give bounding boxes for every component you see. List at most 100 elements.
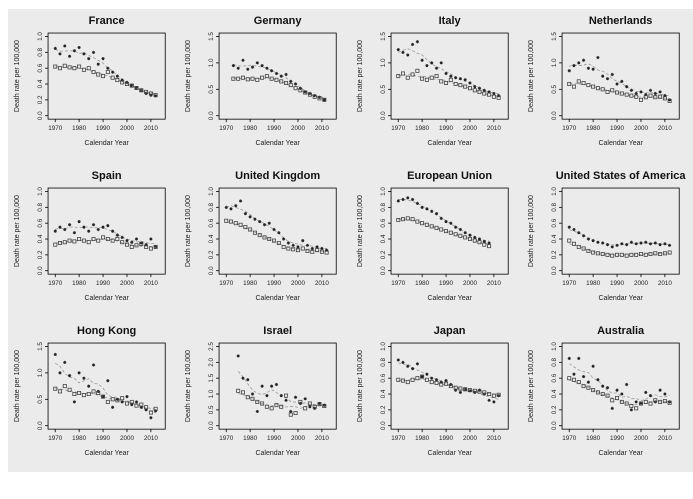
x-tick-label: 1970 [48, 125, 63, 132]
data-point-open-square [62, 384, 67, 389]
trend-line [397, 379, 499, 396]
data-point-open-square [453, 232, 458, 237]
trend-line [568, 380, 670, 406]
x-tick-label: 2000 [291, 280, 306, 287]
data-point-open-square [429, 75, 434, 80]
data-point-star [586, 380, 590, 385]
data-point-star [434, 212, 438, 216]
data-point-open-square [610, 88, 614, 93]
data-point-star [639, 90, 643, 94]
panel-cell-australia: Australia 1970 1980 1990 2000 2010 0.0 0.2 0.4 0.… [522, 319, 693, 474]
plot-box [218, 32, 337, 120]
data-point-star [596, 55, 600, 60]
data-point-open-square [481, 390, 486, 395]
data-point-star [629, 88, 633, 92]
data-point-star [605, 77, 609, 81]
data-point-star [63, 228, 67, 232]
data-point-open-square [274, 77, 279, 82]
data-point-open-square [105, 400, 110, 405]
data-point-star [322, 403, 327, 408]
x-tick-label: 2010 [144, 280, 159, 287]
data-point-open-square [600, 252, 605, 257]
data-point-open-square [67, 65, 72, 70]
data-point-open-square [400, 379, 405, 384]
data-point-open-square [486, 244, 491, 249]
y-tick-label: 0.8 [380, 203, 387, 212]
data-point-star [279, 74, 284, 78]
data-point-star [72, 400, 76, 404]
data-point-star [467, 233, 472, 237]
data-point-open-square [629, 404, 634, 409]
x-tick-label: 1990 [610, 436, 625, 443]
y-tick-label: 1.0 [37, 368, 44, 377]
data-point-open-square [248, 227, 253, 232]
data-point-open-square [312, 405, 317, 410]
data-point-star [463, 388, 467, 392]
series-filled-markers [224, 199, 329, 252]
data-point-open-square [662, 251, 667, 256]
data-point-open-square [110, 397, 115, 402]
data-point-star [125, 395, 129, 399]
data-point-open-square [590, 388, 595, 393]
data-point-star [318, 95, 322, 99]
y-tick-label: 0.6 [551, 374, 558, 383]
series-filled-markers [396, 40, 500, 98]
data-point-star [576, 61, 581, 65]
data-point-star [246, 67, 250, 71]
data-point-star [308, 91, 312, 96]
data-point-open-square [586, 249, 591, 254]
data-point-star [289, 79, 293, 84]
data-point-open-square [144, 89, 149, 94]
chart-panel-united-kingdom: United Kingdom 1970 1980 1990 2000 2010 0.0 0.2… [185, 170, 337, 302]
data-point-star [420, 375, 424, 379]
trend-line [397, 48, 499, 95]
data-point-star [634, 242, 638, 246]
data-point-open-square [253, 230, 258, 235]
data-point-open-square [453, 386, 458, 391]
x-axis-label: Calendar Year [84, 140, 129, 147]
chart-panel-netherlands: Netherlands 1970 1980 1990 2000 2010 0.0 0.5 1.0… [528, 15, 680, 147]
data-point-open-square [619, 91, 624, 96]
data-point-open-square [491, 394, 496, 399]
data-point-star [58, 52, 62, 56]
data-point-star [53, 229, 57, 233]
y-tick-label: 0.6 [208, 219, 215, 228]
data-point-open-square [395, 218, 400, 223]
data-point-open-square [453, 82, 458, 86]
trend-line [226, 205, 327, 250]
data-point-star [322, 98, 327, 102]
data-point-open-square [91, 237, 96, 242]
data-point-open-square [595, 390, 600, 395]
data-point-star [429, 61, 433, 65]
trend-line [55, 363, 156, 414]
x-tick-label: 1980 [72, 125, 87, 132]
data-point-star [429, 377, 433, 381]
data-point-star [130, 403, 134, 407]
data-point-star [284, 72, 288, 77]
y-tick-label: 0.2 [37, 95, 44, 104]
data-point-open-square [586, 83, 591, 88]
y-axis-label: Death rate per 100,000 [357, 350, 364, 422]
data-point-open-square [567, 238, 571, 243]
data-point-open-square [624, 401, 629, 406]
data-point-open-square [486, 392, 491, 397]
series-filled-markers [567, 225, 671, 249]
x-axis-label: Calendar Year [427, 295, 472, 302]
data-point-star [424, 63, 429, 68]
x-tick-label: 1980 [72, 436, 87, 443]
y-tick-label: 1.5 [208, 32, 215, 41]
data-point-star [134, 86, 139, 90]
data-point-star [313, 94, 317, 98]
data-point-star [586, 66, 590, 70]
plot-box [47, 343, 166, 430]
plot-box [390, 343, 509, 430]
data-point-star [467, 389, 472, 393]
data-point-star [619, 242, 624, 246]
data-point-open-square [129, 245, 134, 250]
data-point-star [429, 209, 433, 214]
data-point-star [424, 207, 429, 211]
data-point-star [53, 46, 57, 50]
data-point-star [241, 377, 245, 381]
panel-title: Spain [92, 170, 122, 182]
data-point-open-square [255, 400, 260, 405]
